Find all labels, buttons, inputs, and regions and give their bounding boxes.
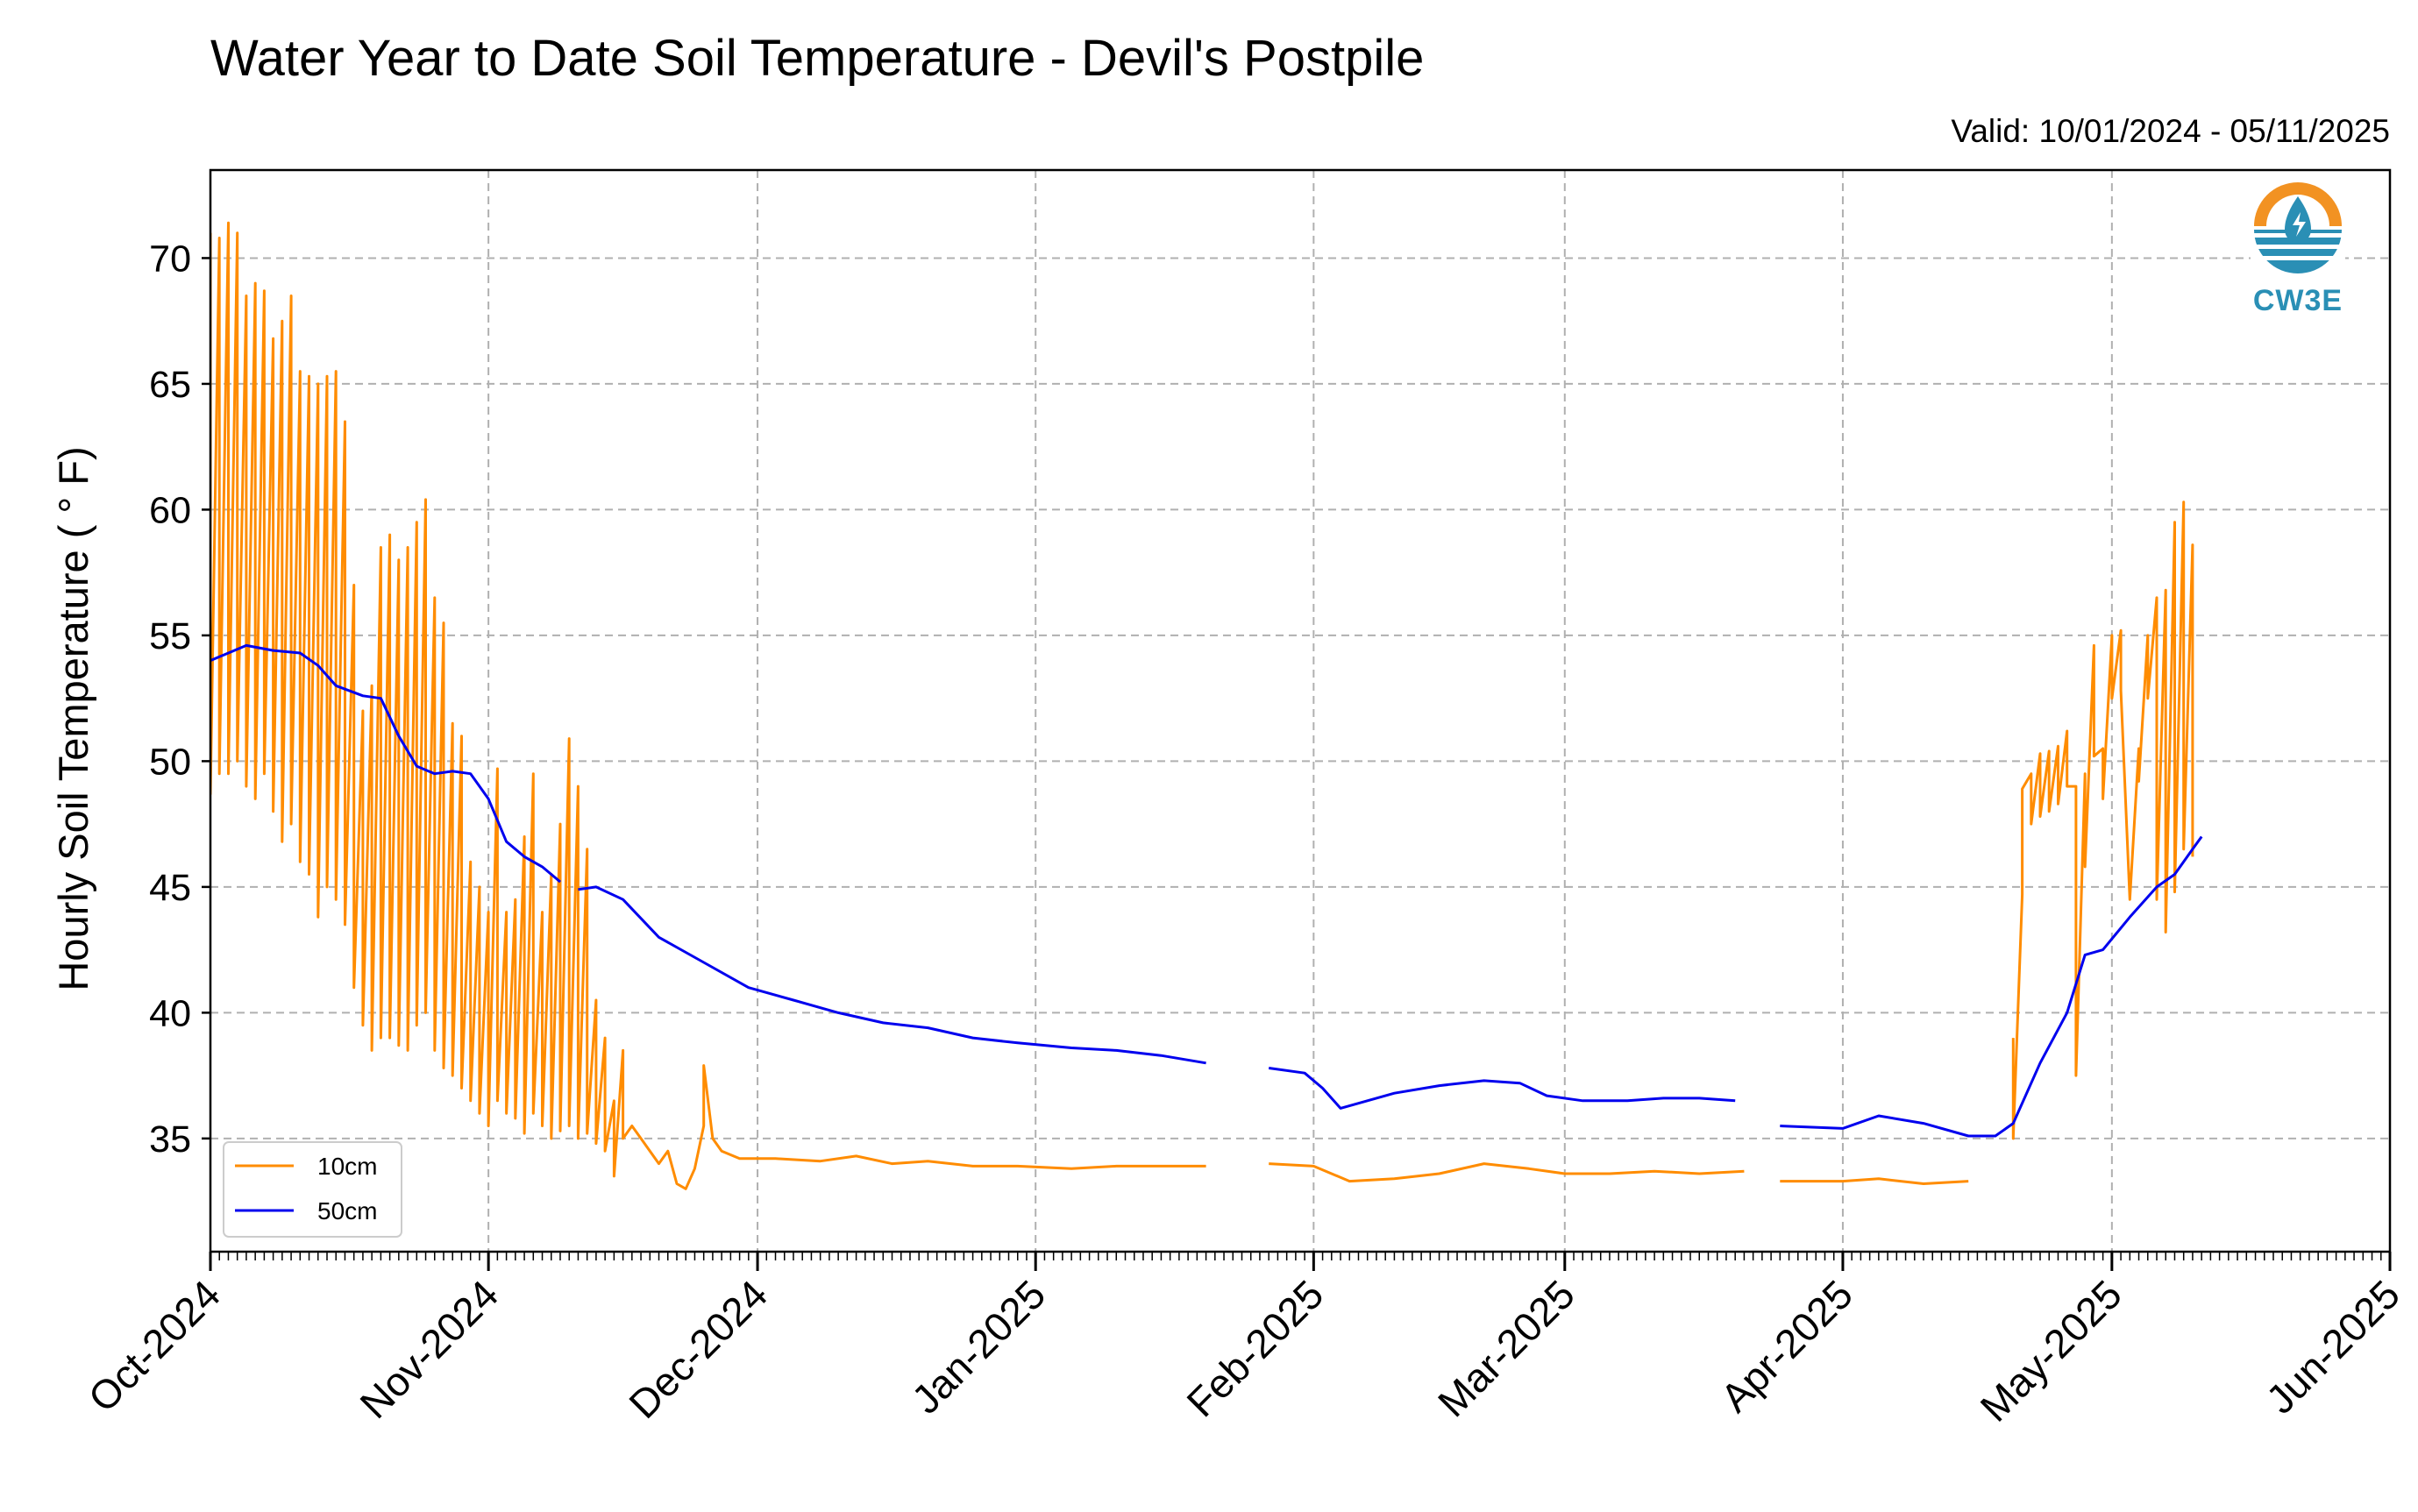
x-tick-label: Jun-2025 [2258, 1271, 2408, 1422]
y-tick-label: 35 [149, 1118, 191, 1161]
x-tick-label: Jan-2025 [903, 1271, 1054, 1422]
series-line-10cm [210, 221, 2194, 1190]
logo-text: CW3E [2253, 284, 2343, 317]
x-tick-label: May-2025 [1972, 1271, 2130, 1430]
plot-frame [209, 168, 2392, 1253]
y-tick-label: 55 [149, 615, 191, 657]
y-axis-label: Hourly Soil Temperature ( ° F) [50, 446, 96, 990]
gridlines [210, 170, 2390, 1252]
legend-label-50cm: 50cm [317, 1197, 377, 1225]
x-tick-label: Oct-2024 [80, 1271, 230, 1421]
cw3e-logo: CW3E [2251, 182, 2345, 317]
y-tick-label: 70 [149, 238, 191, 280]
x-tick-label: Nov-2024 [351, 1271, 507, 1427]
x-tick-label: Mar-2025 [1429, 1271, 1583, 1425]
y-tick-label: 50 [149, 741, 191, 783]
x-tick-label: Apr-2025 [1711, 1271, 1861, 1421]
series-line-50cm [210, 643, 2203, 1138]
x-tick-label: Feb-2025 [1177, 1271, 1332, 1425]
legend: 10cm 50cm [223, 1141, 402, 1238]
y-tick-label: 40 [149, 992, 191, 1034]
y-axis: 35 40 45 50 55 60 65 70 [149, 238, 210, 1161]
y-tick-label: 65 [149, 364, 191, 406]
x-axis: Oct-2024 Nov-2024 Dec-2024 Jan-2025 Feb-2025… [80, 1252, 2408, 1430]
series-lines [210, 221, 2203, 1190]
x-tick-label: Dec-2024 [620, 1271, 776, 1427]
legend-label-10cm: 10cm [317, 1153, 377, 1180]
y-tick-label: 45 [149, 867, 191, 909]
chart-title: Water Year to Date Soil Temperature - De… [210, 30, 1424, 87]
water-drop-icon [2251, 182, 2345, 274]
y-tick-label: 60 [149, 489, 191, 531]
chart-subtitle: Valid: 10/01/2024 - 05/11/2025 [1951, 113, 2390, 149]
